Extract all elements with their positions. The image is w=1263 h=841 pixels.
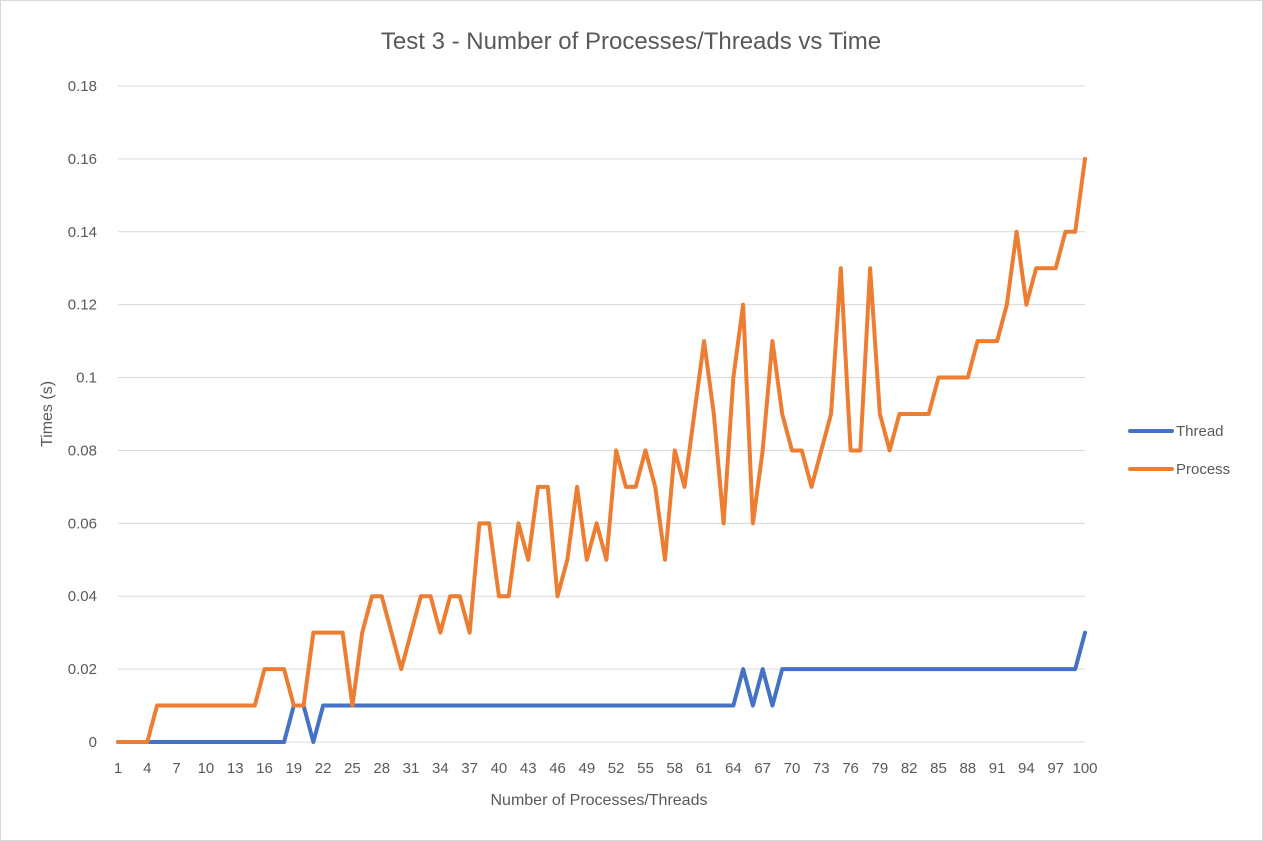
series-line-process xyxy=(116,156,1087,744)
chart-title: Test 3 - Number of Processes/Threads vs … xyxy=(381,28,881,55)
x-tick-label: 13 xyxy=(227,760,244,777)
x-axis-title: Number of Processes/Threads xyxy=(491,792,708,809)
y-tick-label: 0 xyxy=(89,734,97,751)
x-tick-label: 82 xyxy=(901,760,918,777)
x-tick-label: 52 xyxy=(608,760,625,777)
x-tick-label: 49 xyxy=(579,760,596,777)
x-tick-label: 43 xyxy=(520,760,537,777)
x-tick-label: 70 xyxy=(784,760,801,777)
y-tick-label: 0.12 xyxy=(68,297,97,314)
x-tick-label: 19 xyxy=(285,760,302,777)
x-tick-label: 73 xyxy=(813,760,830,777)
x-tick-label: 40 xyxy=(491,760,508,777)
x-tick-label: 76 xyxy=(842,760,859,777)
x-tick-label: 94 xyxy=(1018,760,1035,777)
x-tick-label: 46 xyxy=(549,760,566,777)
y-tick-labels: 0 0.02 0.04 0.06 0.08 0.1 0.12 0.14 0.16 0.18 xyxy=(68,78,97,751)
series-lines xyxy=(116,156,1087,744)
x-tick-label: 34 xyxy=(432,760,449,777)
y-tick-label: 0.08 xyxy=(68,442,97,459)
x-tick-label: 31 xyxy=(403,760,420,777)
x-tick-label: 58 xyxy=(666,760,683,777)
x-tick-label: 100 xyxy=(1072,760,1097,777)
x-tick-label: 16 xyxy=(256,760,273,777)
y-tick-label: 0.14 xyxy=(68,224,97,241)
legend-label-process: Process xyxy=(1176,461,1230,478)
x-tick-label: 7 xyxy=(172,760,180,777)
x-tick-label: 28 xyxy=(373,760,390,777)
x-tick-label: 85 xyxy=(930,760,947,777)
x-tick-label: 64 xyxy=(725,760,742,777)
y-tick-label: 0.02 xyxy=(68,661,97,678)
y-tick-label: 0.04 xyxy=(68,588,97,605)
x-tick-label: 91 xyxy=(989,760,1006,777)
legend: Thread Process xyxy=(1128,423,1230,478)
x-tick-label: 88 xyxy=(959,760,976,777)
x-tick-label: 1 xyxy=(114,760,122,777)
x-tick-label: 55 xyxy=(637,760,654,777)
x-tick-label: 4 xyxy=(143,760,151,777)
x-tick-label: 97 xyxy=(1047,760,1064,777)
x-tick-label: 10 xyxy=(198,760,215,777)
y-tick-label: 0.06 xyxy=(68,515,97,532)
x-tick-label: 37 xyxy=(461,760,478,777)
x-tick-label: 79 xyxy=(872,760,889,777)
x-tick-labels: 1 4 7 10 13 16 19 22 25 28 31 34 37 40 43 46 49 52 55 58 61 6… xyxy=(114,760,1098,777)
series-line-thread xyxy=(116,630,1087,744)
x-tick-label: 61 xyxy=(696,760,713,777)
y-axis-title: Times (s) xyxy=(39,381,56,447)
gridlines xyxy=(118,85,1085,743)
y-tick-label: 0.16 xyxy=(68,151,97,168)
x-tick-label: 22 xyxy=(315,760,332,777)
x-tick-label: 67 xyxy=(754,760,771,777)
x-tick-label: 25 xyxy=(344,760,361,777)
legend-label-thread: Thread xyxy=(1176,423,1224,440)
y-tick-label: 0.18 xyxy=(68,78,97,95)
y-tick-label: 0.1 xyxy=(76,370,97,387)
